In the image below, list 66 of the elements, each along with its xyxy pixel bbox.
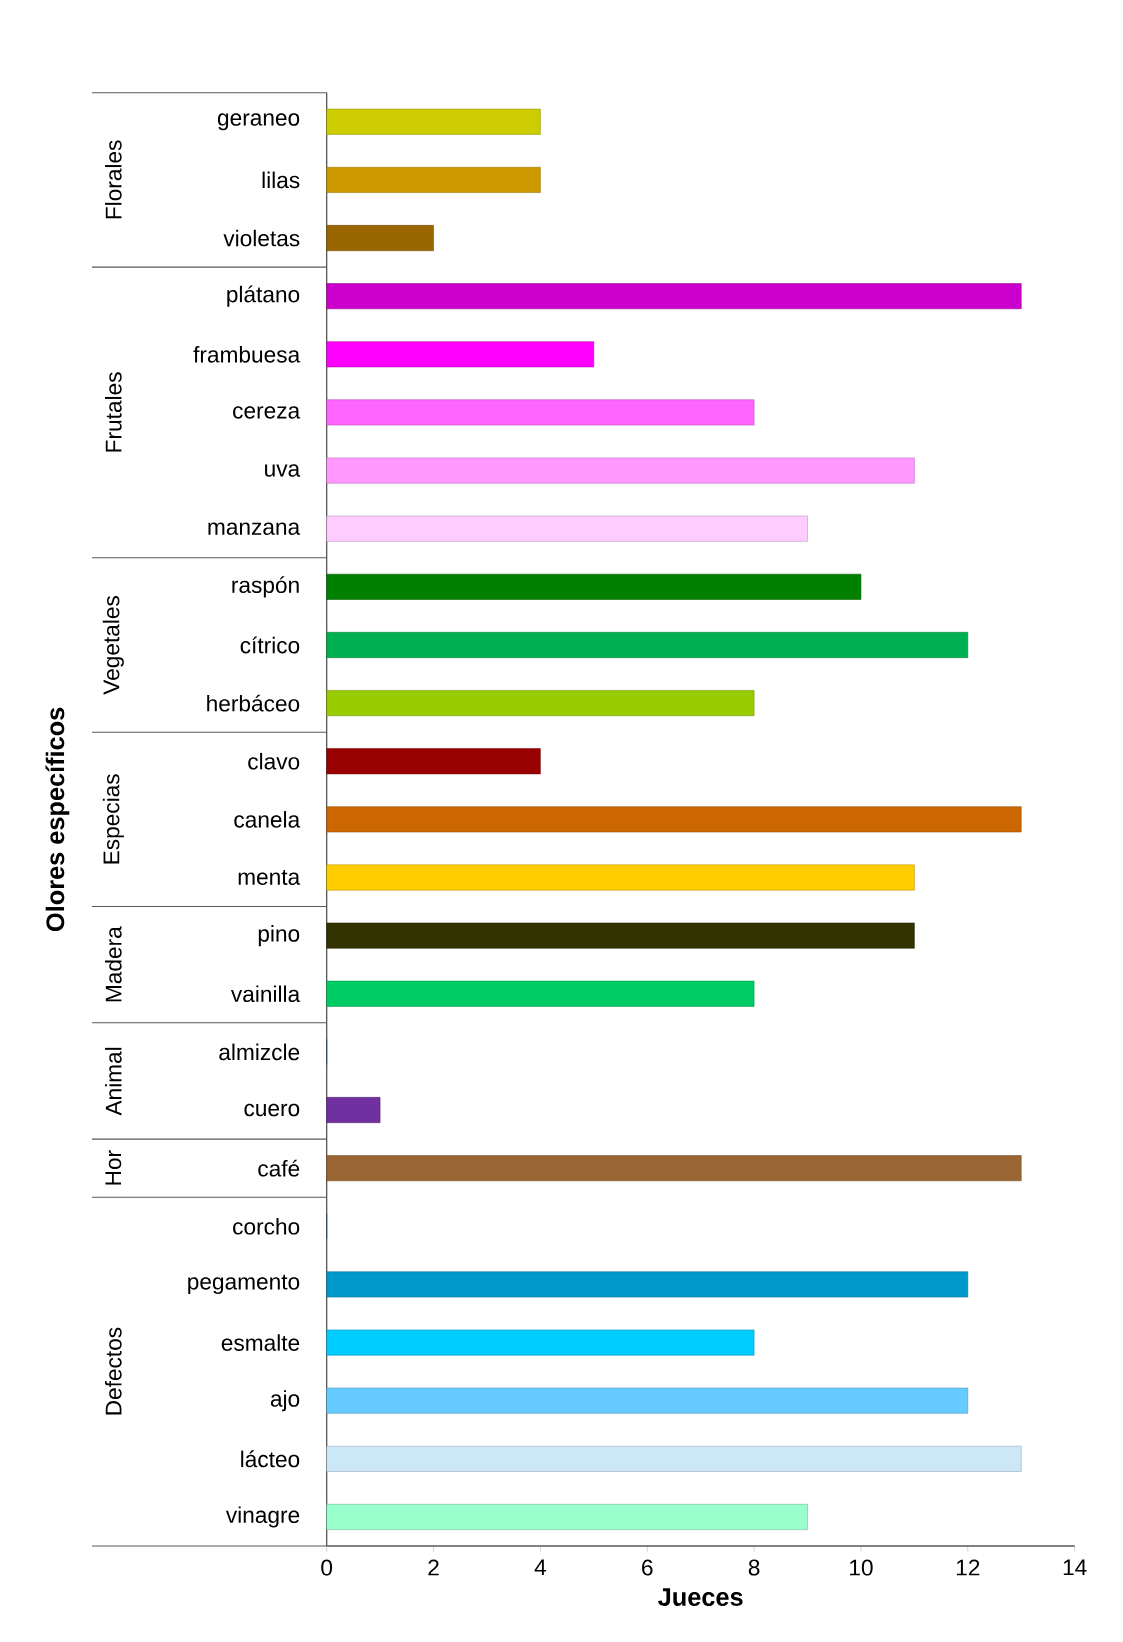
y-tick-label: violetas <box>223 229 300 247</box>
bar <box>326 225 434 251</box>
x-tick-label: 6 <box>642 1559 653 1576</box>
bar <box>326 1097 381 1123</box>
text: Vegetales <box>102 596 125 695</box>
y-tick-label: menta <box>238 870 301 885</box>
y-tick-label: almizcle <box>219 1043 300 1061</box>
y-tick-label: uva <box>265 464 301 477</box>
y-tick-label: frambuesa <box>193 345 301 363</box>
text: Florales <box>105 140 122 219</box>
y-tick-label: herbáceo <box>207 694 300 712</box>
bar <box>326 980 755 1007</box>
bar <box>326 864 915 891</box>
y-tick-label: vainilla <box>231 985 301 1003</box>
bar <box>326 1504 808 1530</box>
y-tick-label: lilas <box>262 171 300 189</box>
bar <box>326 573 862 600</box>
y-tick-label: clavo <box>248 752 300 770</box>
y-tick-label: cereza <box>233 406 301 419</box>
y-tick-label: lácteo <box>241 1450 300 1468</box>
bar <box>326 806 1022 833</box>
y-tick-label: ajo <box>271 1390 300 1412</box>
bar <box>326 515 808 542</box>
y-axis-title: Olores específicos <box>45 707 70 931</box>
text: Defectos <box>105 1327 122 1415</box>
bar <box>326 748 541 775</box>
bar <box>326 922 915 949</box>
y-tick-label: canela <box>234 811 301 828</box>
x-tick-label: 8 <box>748 1559 760 1576</box>
x-tick-label: 10 <box>850 1559 873 1576</box>
y-tick-label: café <box>258 1159 300 1177</box>
bar <box>326 457 915 484</box>
text: Hor <box>105 1150 122 1185</box>
x-axis-title: Jueces <box>658 1588 743 1606</box>
y-tick-label: cuero <box>244 1103 300 1117</box>
bar <box>326 1329 755 1356</box>
x-tick-label: 2 <box>428 1559 439 1576</box>
x-tick-label: 0 <box>321 1559 333 1576</box>
x-tick-label: 14 <box>1063 1559 1087 1576</box>
x-tick-label: 4 <box>534 1559 547 1576</box>
bar <box>326 108 541 135</box>
bar <box>326 632 969 658</box>
bar <box>326 1445 1022 1472</box>
bar <box>326 283 1022 310</box>
bar <box>326 1271 969 1298</box>
bar <box>326 1387 969 1414</box>
y-tick-label: raspón <box>232 576 299 598</box>
y-tick-label: manzana <box>208 522 301 535</box>
bar <box>326 399 755 426</box>
bar <box>326 341 595 368</box>
y-tick-label: geraneo <box>218 113 300 131</box>
y-tick-label: cítrico <box>240 636 300 654</box>
text: Madera <box>105 926 122 1002</box>
text: Especias <box>102 774 125 864</box>
bar <box>326 690 755 717</box>
y-tick-label: corcho <box>233 1217 300 1235</box>
bar <box>326 166 541 193</box>
y-tick-label: vinagre <box>226 1506 300 1528</box>
bar <box>326 1155 1022 1182</box>
text: Animal <box>105 1047 122 1116</box>
y-tick-label: esmalte <box>221 1334 300 1351</box>
y-tick-label: pino <box>258 925 300 947</box>
y-tick-label: pegamento <box>188 1274 300 1295</box>
x-tick-label: 12 <box>957 1559 980 1576</box>
text: Frutales <box>105 372 122 452</box>
y-tick-label: plátano <box>227 285 300 307</box>
